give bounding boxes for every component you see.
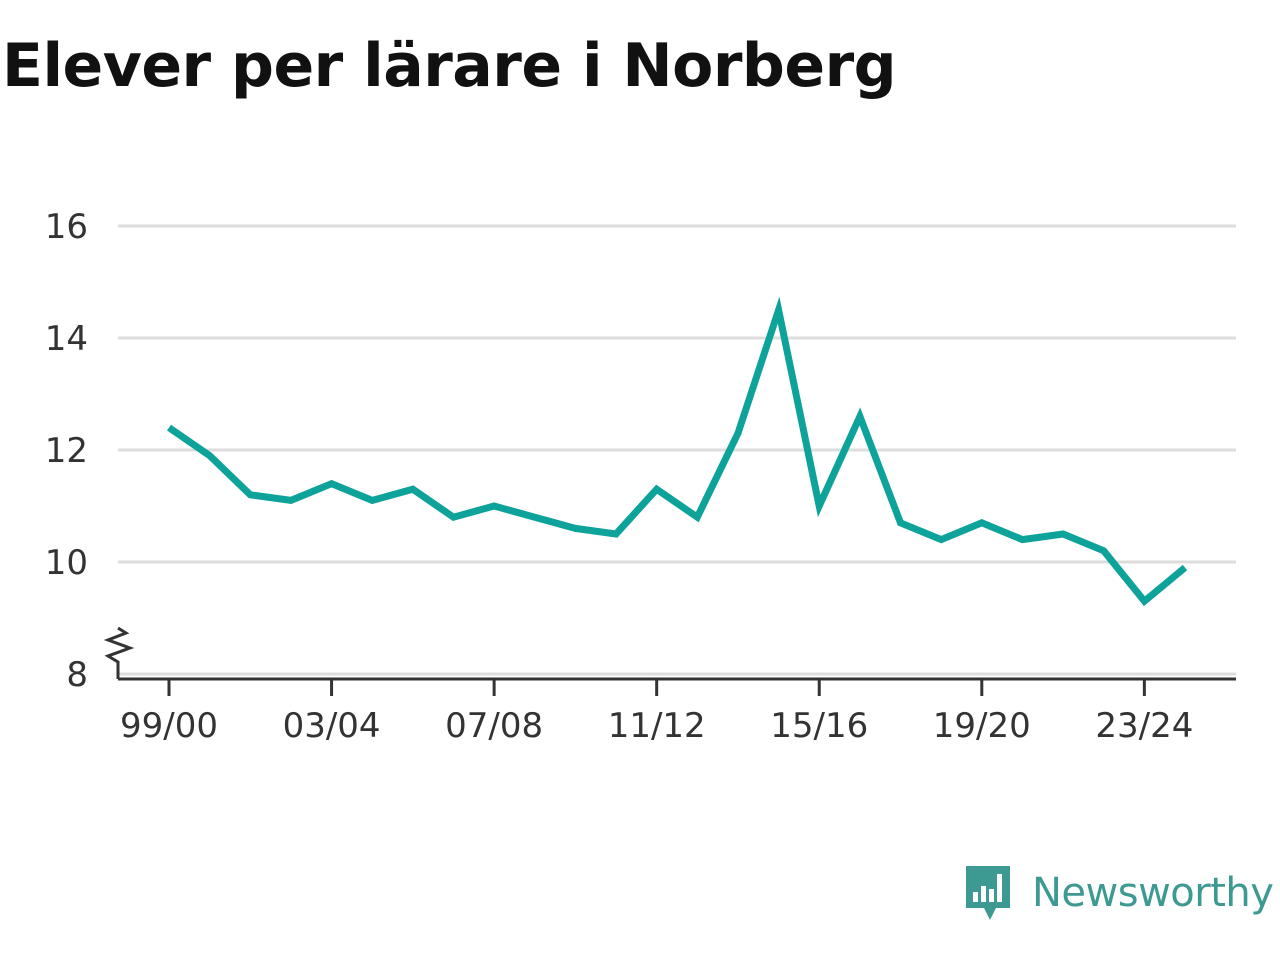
gridlines xyxy=(118,224,1236,676)
y-tick-label: 14 xyxy=(45,319,88,359)
series-line-layer xyxy=(167,296,1188,607)
x-tick-label: 11/12 xyxy=(608,706,706,746)
x-tick-label: 15/16 xyxy=(770,706,868,746)
y-tick-label: 8 xyxy=(66,655,88,695)
x-tick-label: 03/04 xyxy=(283,706,381,746)
y-tick-label: 12 xyxy=(45,431,88,471)
x-tick-label: 99/00 xyxy=(120,706,218,746)
newsworthy-logo-icon xyxy=(966,866,1010,920)
brand-logo: Newsworthy xyxy=(962,862,1274,924)
x-tick-label: 07/08 xyxy=(445,706,543,746)
y-tick-label: 10 xyxy=(45,543,88,583)
x-tick-label: 23/24 xyxy=(1095,706,1193,746)
y-tick-label: 16 xyxy=(45,207,88,247)
x-tick-label: 19/20 xyxy=(933,706,1031,746)
chart-title: Elever per lärare i Norberg xyxy=(2,31,897,101)
brand-name: Newsworthy xyxy=(1032,870,1274,916)
y-axis-break xyxy=(103,626,135,679)
series-line xyxy=(167,296,1188,607)
axes: 8 10 12 14 16 99/00 03/04 07/08 11/12 15/16 19/20 2… xyxy=(45,207,1236,746)
